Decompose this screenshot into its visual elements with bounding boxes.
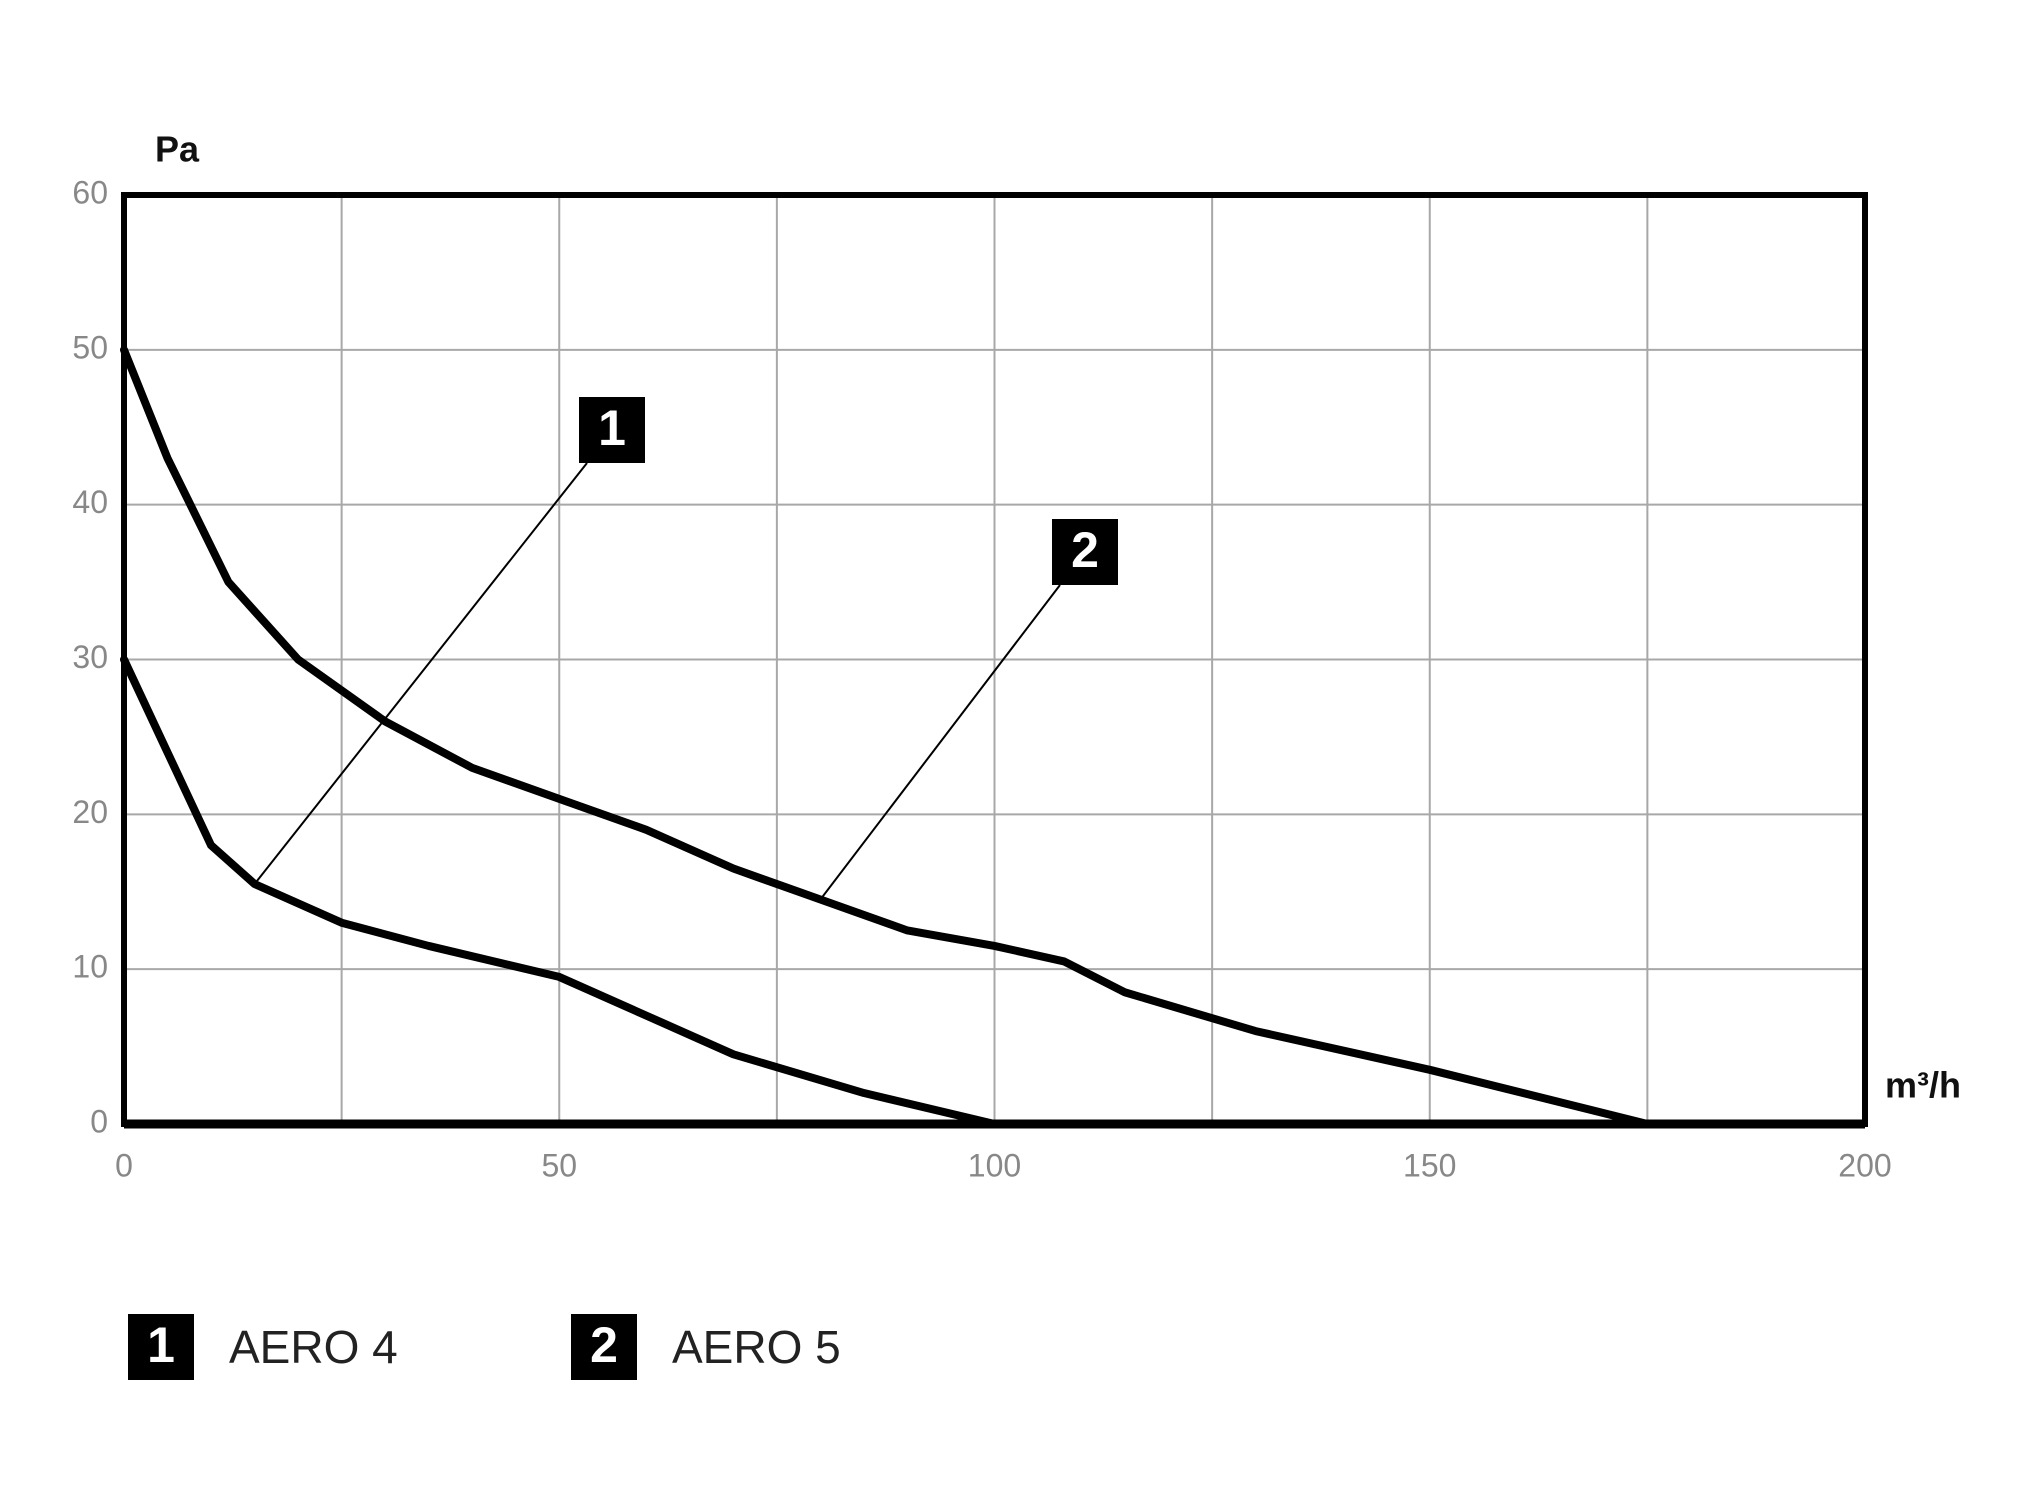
curve-marker: 2 <box>1071 522 1099 578</box>
y-tick-label: 0 <box>90 1103 108 1139</box>
x-tick-label: 150 <box>1403 1147 1456 1183</box>
legend-marker-box <box>128 1314 194 1380</box>
x-tick-label: 50 <box>541 1147 577 1183</box>
legend-marker-box <box>571 1314 637 1380</box>
y-tick-label: 10 <box>72 949 108 985</box>
y-tick-label: 40 <box>72 484 108 520</box>
callout-line <box>819 584 1061 901</box>
legend-marker: 2 <box>590 1317 618 1373</box>
series-line <box>120 345 1652 1128</box>
legend-marker: 1 <box>147 1317 175 1373</box>
y-tick-label: 60 <box>72 174 108 210</box>
x-tick-label: 200 <box>1838 1147 1891 1183</box>
x-tick-label: 100 <box>968 1147 1021 1183</box>
curve-marker: 1 <box>598 400 626 456</box>
x-axis-label: m³/h <box>1885 1065 1961 1106</box>
series-line <box>120 655 999 1128</box>
legend-label: AERO 4 <box>229 1321 398 1373</box>
y-tick-label: 50 <box>72 329 108 365</box>
y-tick-label: 30 <box>72 639 108 675</box>
y-tick-label: 20 <box>72 794 108 830</box>
y-axis-label: Pa <box>155 129 200 170</box>
legend-label: AERO 5 <box>672 1321 841 1373</box>
x-tick-label: 0 <box>115 1147 133 1183</box>
callout-line <box>253 462 588 885</box>
curve-marker-box <box>579 397 645 463</box>
curve-marker-box <box>1052 519 1118 585</box>
